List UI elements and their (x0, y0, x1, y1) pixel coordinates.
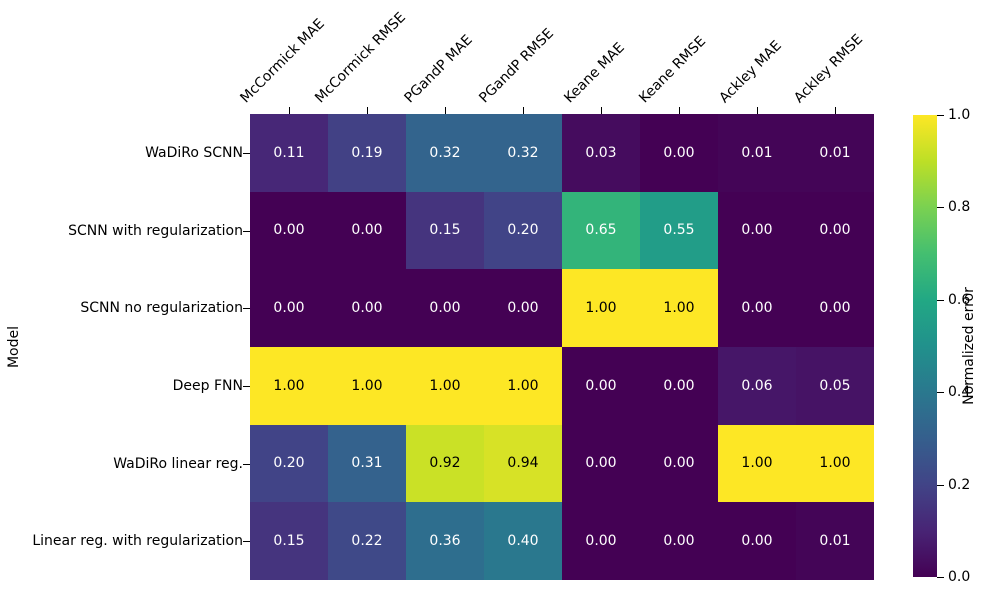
heatmap-cell: 0.92 (406, 424, 484, 503)
x-tick (367, 107, 368, 114)
colorbar-tick (937, 300, 944, 301)
heatmap-cell: 0.31 (328, 424, 406, 503)
colorbar-tick-label: 0.6 (948, 291, 971, 308)
heatmap-grid: 0.11 0.19 0.32 0.32 0.03 0.00 0.01 0.01 0.00 0.00… (250, 114, 874, 580)
heatmap-cell: 0.36 (406, 502, 484, 580)
heatmap-cell: 0.06 (718, 346, 796, 425)
y-tick (243, 153, 250, 154)
heatmap-cell: 0.00 (484, 269, 562, 347)
heatmap-cell: 0.00 (718, 269, 796, 347)
row-label: Deep FNN (172, 377, 243, 394)
heatmap-cell: 0.03 (562, 114, 640, 192)
heatmap-cell: 0.32 (484, 114, 562, 192)
y-tick (243, 231, 250, 232)
colorbar-label: Normalized error (961, 287, 977, 405)
y-tick (243, 464, 250, 465)
heatmap-cell: 0.00 (250, 191, 328, 270)
column-label: Ackley RMSE (791, 31, 867, 107)
y-tick (243, 386, 250, 387)
heatmap-cell: 0.00 (718, 502, 796, 580)
colorbar-tick (937, 207, 944, 208)
heatmap-cell: 0.00 (640, 502, 718, 580)
heatmap-cell: 1.00 (718, 424, 796, 503)
colorbar-tick (937, 577, 944, 578)
heatmap-cell: 0.00 (718, 191, 796, 270)
column-label: PGandP MAE (401, 32, 476, 107)
heatmap-cell: 1.00 (484, 346, 562, 425)
x-tick (679, 107, 680, 114)
heatmap-cell: 1.00 (562, 269, 640, 347)
heatmap-cell: 0.00 (328, 191, 406, 270)
colorbar-tick (937, 485, 944, 486)
colorbar-tick-label: 0.2 (948, 476, 971, 493)
column-label: PGandP RMSE (476, 25, 557, 107)
heatmap-cell: 0.15 (406, 191, 484, 270)
column-label: Keane MAE (561, 39, 628, 107)
heatmap-cell: 1.00 (250, 346, 328, 425)
column-label: McCormick RMSE (312, 9, 410, 107)
x-tick (445, 107, 446, 114)
column-label: Keane RMSE (636, 33, 710, 107)
heatmap-cell: 0.00 (640, 346, 718, 425)
row-label: SCNN no regularization (80, 300, 243, 317)
heatmap-cell: 0.00 (640, 424, 718, 503)
heatmap-cell: 0.11 (250, 114, 328, 192)
heatmap-cell: 0.65 (562, 191, 640, 270)
heatmap-cell: 0.01 (796, 114, 874, 192)
heatmap-cell: 0.00 (796, 191, 874, 270)
row-label: WaDiRo SCNN (145, 144, 243, 161)
heatmap-cell: 0.55 (640, 191, 718, 270)
heatmap-cell: 0.00 (406, 269, 484, 347)
heatmap-cell: 0.05 (796, 346, 874, 425)
heatmap-cell: 0.20 (484, 191, 562, 270)
y-tick (243, 541, 250, 542)
colorbar (913, 115, 937, 577)
colorbar-tick-label: 0.4 (948, 384, 971, 401)
heatmap-cell: 0.00 (250, 269, 328, 347)
heatmap-cell: 0.01 (718, 114, 796, 192)
x-tick (757, 107, 758, 114)
y-tick (243, 308, 250, 309)
heatmap-cell: 1.00 (328, 346, 406, 425)
heatmap-cell: 0.15 (250, 502, 328, 580)
heatmap-cell: 1.00 (796, 424, 874, 503)
heatmap-cell: 0.00 (562, 424, 640, 503)
heatmap-cell: 0.00 (640, 114, 718, 192)
heatmap-cell: 0.00 (562, 502, 640, 580)
heatmap-cell: 0.20 (250, 424, 328, 503)
x-tick (523, 107, 524, 114)
colorbar-tick-label: 0.8 (948, 199, 971, 216)
colorbar-tick-label: 1.0 (948, 107, 971, 123)
heatmap-cell: 0.00 (562, 346, 640, 425)
heatmap-cell: 1.00 (406, 346, 484, 425)
heatmap-cell: 0.32 (406, 114, 484, 192)
x-tick (835, 107, 836, 114)
colorbar-tick (937, 392, 944, 393)
heatmap-cell: 1.00 (640, 269, 718, 347)
heatmap-cell: 0.01 (796, 502, 874, 580)
column-label: Ackley MAE (716, 37, 785, 107)
colorbar-tick (937, 115, 944, 116)
heatmap-cell: 0.00 (796, 269, 874, 347)
x-tick (601, 107, 602, 114)
row-label: Linear reg. with regularization (32, 533, 243, 550)
y-axis-label: Model (6, 325, 22, 369)
row-label: SCNN with regularization (68, 222, 243, 239)
row-label: WaDiRo linear reg. (113, 455, 243, 472)
heatmap-cell: 0.40 (484, 502, 562, 580)
heatmap-cell: 0.94 (484, 424, 562, 503)
heatmap-cell: 0.19 (328, 114, 406, 192)
heatmap-cell: 0.22 (328, 502, 406, 580)
heatmap-cell: 0.00 (328, 269, 406, 347)
colorbar-tick-label: 0.0 (948, 569, 971, 585)
x-tick (289, 107, 290, 114)
